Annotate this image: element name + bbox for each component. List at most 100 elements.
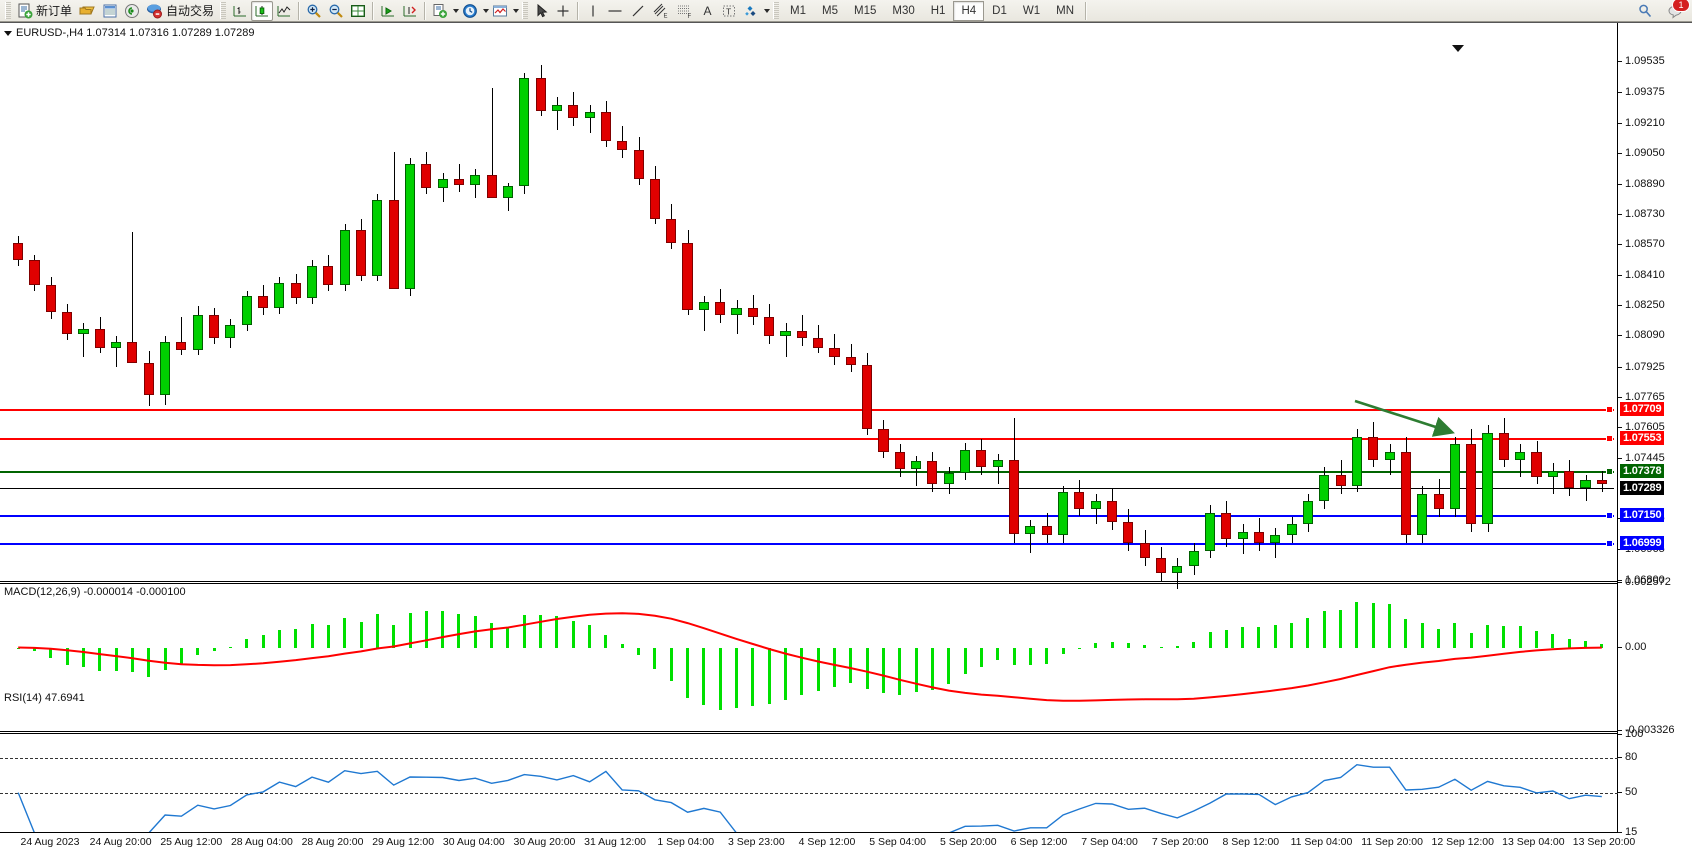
candle-body	[1253, 531, 1265, 544]
auto-trading-button[interactable]: 自动交易	[143, 1, 217, 21]
candle-body	[1237, 531, 1248, 540]
search-button[interactable]	[1634, 1, 1656, 21]
macd-histogram-bar	[1273, 625, 1277, 648]
trendline-button[interactable]	[627, 1, 649, 21]
price-level-label-resistance[interactable]: 1.07553	[1620, 431, 1665, 446]
timeframe-button-m15[interactable]: M15	[846, 1, 884, 21]
notification-button[interactable]: 1	[1664, 0, 1690, 21]
crosshair-button[interactable]	[552, 1, 574, 21]
vertical-line-button[interactable]	[582, 1, 603, 21]
text-button[interactable]: A	[697, 1, 718, 21]
price-tick: 1.09050	[1618, 147, 1665, 159]
drawing-group: E F A T	[531, 0, 771, 21]
templates-chevron-down-icon[interactable]	[513, 8, 520, 13]
timeframe-button-d1[interactable]: D1	[984, 1, 1015, 21]
candle-body	[355, 230, 367, 276]
zoom-in-button[interactable]	[303, 1, 325, 21]
candle-body	[1172, 565, 1183, 574]
indicators-button[interactable]	[429, 1, 451, 21]
price-level-anchor[interactable]	[1606, 435, 1613, 443]
price-level-line[interactable]	[0, 408, 1614, 411]
price-level-line[interactable]	[0, 543, 1614, 546]
new-order-button[interactable]: 新订单	[14, 1, 75, 21]
auto-scroll-icon	[381, 5, 395, 16]
text-label-icon: T	[723, 5, 736, 16]
chart-type-group-grip[interactable]	[220, 2, 227, 19]
toolbar-grip[interactable]	[5, 2, 11, 19]
candle-body	[1025, 525, 1036, 534]
timeframe-button-m1[interactable]: M1	[782, 1, 814, 21]
expert-advisors-button[interactable]	[75, 1, 99, 21]
indicators-chevron-down-icon[interactable]	[453, 8, 460, 13]
price-level-label-support[interactable]: 1.07378	[1620, 464, 1665, 479]
time-tick-label: 7 Sep 04:00	[1081, 836, 1138, 848]
price-level-label-support[interactable]: 1.07150	[1620, 507, 1665, 522]
price-level-label-resistance[interactable]: 1.07709	[1620, 401, 1665, 416]
bar-chart-button[interactable]	[229, 1, 251, 21]
drawing-group-grip[interactable]	[522, 2, 529, 19]
candle-body	[878, 429, 889, 452]
candle-body	[127, 341, 138, 363]
price-level-line[interactable]	[0, 471, 1614, 474]
macd-histogram-bar	[196, 647, 200, 655]
macd-histogram-bar	[1584, 641, 1587, 648]
macd-histogram-bar	[637, 647, 641, 655]
price-axis[interactable]: 1.09535 1.09375 1.09210 1.09050 1.08890 1.087…	[1618, 23, 1692, 838]
time-axis[interactable]: 24 Aug 2023 24 Aug 20:00 25 Aug 12:00 28 Au…	[0, 832, 1635, 852]
price-level-anchor[interactable]	[1606, 468, 1613, 476]
label-button[interactable]: T	[718, 1, 740, 21]
chart-top-marker[interactable]	[1452, 45, 1464, 52]
horizontal-line-button[interactable]	[603, 1, 627, 21]
chart-menu-caret-icon[interactable]	[4, 30, 12, 36]
timeframe-button-m5[interactable]: M5	[814, 1, 846, 21]
zoom-out-button[interactable]	[325, 1, 347, 21]
time-tick-label: 1 Sep 04:00	[657, 836, 715, 848]
macd-histogram-bar	[1404, 619, 1408, 648]
price-level-label-current_price[interactable]: 1.07289	[1620, 481, 1665, 496]
objects-chevron-down-icon[interactable]	[764, 8, 771, 13]
timeframe-button-h1[interactable]: H1	[923, 1, 954, 21]
period-button[interactable]	[459, 1, 481, 21]
trade-toolbar-group: 新订单	[14, 0, 217, 21]
timeframe-button-m30[interactable]: M30	[884, 1, 922, 21]
period-chevron-down-icon[interactable]	[483, 8, 490, 13]
timeframe-button-w1[interactable]: W1	[1015, 1, 1048, 21]
price-level-anchor[interactable]	[1606, 511, 1613, 519]
candle-wick	[1096, 493, 1097, 525]
candle-wick	[394, 152, 395, 206]
chart-header-text: EURUSD-,H4 1.07314 1.07316 1.07289 1.072…	[16, 27, 255, 39]
price-level-label-support[interactable]: 1.06999	[1620, 536, 1665, 551]
line-chart-button[interactable]	[273, 1, 295, 21]
macd-histogram-bar	[996, 647, 1000, 660]
chart-area[interactable]: EURUSD-,H4 1.07314 1.07316 1.07289 1.072…	[0, 22, 1692, 852]
auto-scroll-button[interactable]	[377, 1, 399, 21]
cursor-button[interactable]	[531, 1, 552, 21]
market-watch-button[interactable]	[99, 1, 121, 21]
timeframe-group-grip[interactable]	[773, 2, 780, 19]
tile-windows-button[interactable]	[347, 1, 369, 21]
macd-histogram-bar	[1224, 630, 1228, 648]
price-tick: 1.09535	[1618, 55, 1665, 67]
objects-button[interactable]	[740, 1, 762, 21]
price-level-anchor[interactable]	[1606, 405, 1613, 413]
signals-button[interactable]	[121, 1, 143, 21]
down-arrow-annotation[interactable]	[0, 23, 1614, 833]
chart-plot-region[interactable]	[0, 23, 1618, 834]
candlestick-chart-button[interactable]	[251, 0, 274, 21]
price-level-anchor[interactable]	[1606, 540, 1613, 548]
chart-shift-button[interactable]	[399, 1, 421, 21]
price-level-line[interactable]	[0, 438, 1614, 441]
price-tick-label: 1.06800	[1625, 574, 1665, 586]
macd-histogram-bar	[16, 647, 20, 649]
equidistant-channel-button[interactable]: E	[649, 1, 673, 21]
macd-histogram-bar	[800, 647, 804, 695]
notification-badge: 1	[1672, 0, 1690, 12]
candle-body	[274, 283, 285, 308]
timeframe-button-mn[interactable]: MN	[1048, 1, 1082, 21]
candle-body	[551, 104, 562, 111]
time-tick-label: 29 Aug 12:00	[372, 836, 435, 848]
timeframe-button-h4[interactable]: H4	[953, 0, 985, 21]
templates-button[interactable]	[489, 1, 511, 21]
fibonacci-button[interactable]: F	[673, 1, 697, 21]
price-level-line[interactable]	[0, 514, 1614, 517]
